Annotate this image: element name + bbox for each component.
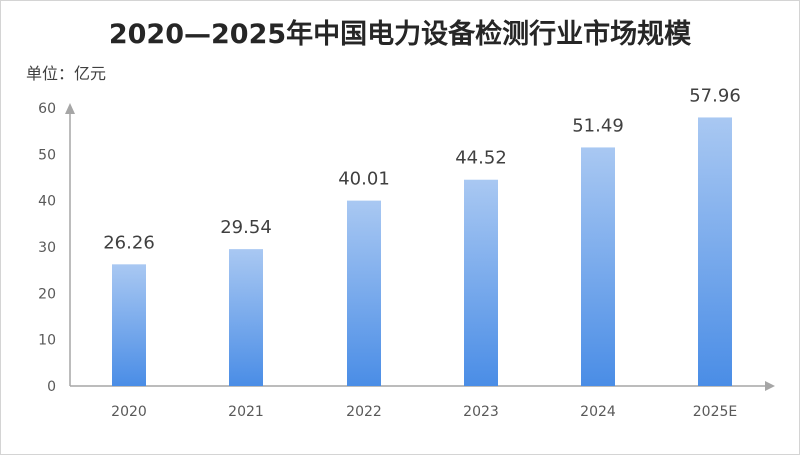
x-tick-label: 2021 [228, 404, 264, 420]
y-axis-arrow [65, 103, 75, 114]
bar [347, 200, 381, 386]
data-label: 44.52 [455, 148, 507, 169]
y-tick-label: 50 [38, 147, 56, 163]
y-tick-label: 0 [47, 379, 56, 395]
y-tick-label: 30 [38, 240, 56, 256]
value-labels: 26.26 29.54 40.01 44.52 51.49 57.96 [103, 85, 741, 253]
chart-title: 2020—2025年中国电力设备检测行业市场规模 [108, 19, 692, 50]
bar [229, 249, 263, 386]
bar [698, 117, 732, 387]
y-axis-ticks: 0 10 20 30 40 50 60 [38, 101, 56, 395]
x-tick-label: 2020 [111, 404, 147, 420]
x-tick-label: 2025E [693, 404, 737, 420]
bar [464, 179, 498, 386]
data-label: 29.54 [220, 217, 272, 238]
bar [581, 147, 615, 386]
bar [112, 264, 146, 386]
data-label: 57.96 [689, 85, 741, 106]
x-tick-label: 2023 [463, 404, 499, 420]
data-label: 40.01 [338, 169, 390, 190]
unit-label: 单位：亿元 [26, 64, 107, 83]
y-tick-label: 60 [38, 101, 56, 117]
data-label: 51.49 [572, 115, 624, 136]
x-tick-label: 2022 [346, 404, 382, 420]
data-label: 26.26 [103, 232, 155, 253]
y-tick-label: 10 [38, 333, 56, 349]
y-tick-label: 20 [38, 286, 56, 302]
axes [65, 103, 775, 391]
x-tick-label: 2024 [580, 404, 616, 420]
bars [112, 117, 732, 387]
y-tick-label: 40 [38, 194, 56, 210]
x-axis-arrow [765, 381, 775, 391]
category-labels: 2020 2021 2022 2023 2024 2025E [111, 404, 737, 420]
